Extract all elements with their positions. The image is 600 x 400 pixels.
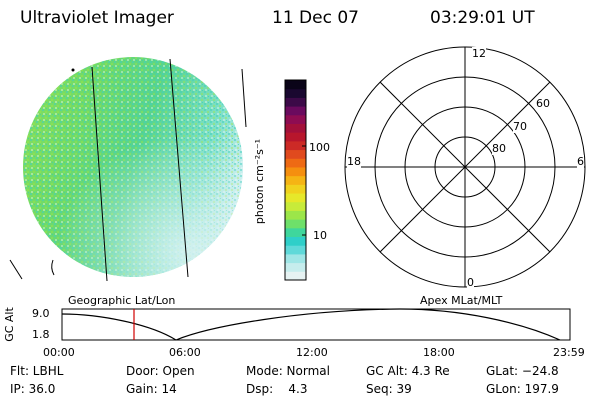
status-glat: GLat: −24.8 [486, 364, 559, 378]
colorbar-band [285, 158, 306, 168]
status-gc-alt: GC Alt: 4.3 Re [366, 364, 450, 378]
xtick-0600: 06:00 [169, 346, 201, 359]
colorbar-band [285, 201, 306, 211]
status-flt: Flt: LBHL [10, 364, 64, 378]
xtick-1200: 12:00 [296, 346, 328, 359]
colorbar-band [285, 271, 306, 281]
colorbar-band [285, 123, 306, 133]
colorbar-band [285, 253, 306, 264]
colorbar-band [285, 140, 306, 151]
date-label: 11 Dec 07 [272, 8, 359, 28]
time-label: 03:29:01 UT [430, 8, 535, 28]
mlat-80-label: 80 [492, 142, 506, 155]
instrument-title: Ultraviolet Imager [20, 8, 174, 28]
altitude-ytick-top: 9.0 [32, 307, 50, 320]
colorbar-tick-100: 100 [309, 141, 330, 154]
xtick-0000: 00:00 [43, 346, 75, 359]
colorbar-tick-10: 10 [313, 229, 327, 242]
colorbar-band [285, 166, 306, 177]
geo-meridian-line [169, 58, 189, 278]
geo-marker-dot [71, 68, 75, 72]
colorbar-band [285, 227, 306, 238]
altitude-ytick-bottom: 1.8 [32, 328, 50, 341]
mlt-0-label: 0 [467, 276, 474, 289]
colorbar-band [285, 149, 306, 159]
colorbar-band [285, 236, 306, 246]
colorbar-band [285, 219, 306, 229]
apex-label: Apex MLat/MLT [420, 294, 503, 307]
geographic-label: Geographic Lat/Lon [68, 294, 176, 307]
status-dsp: Dsp: 4.3 [246, 382, 308, 396]
mlt-12-label: 12 [472, 47, 486, 60]
status-seq: Seq: 39 [366, 382, 412, 396]
colorbar [284, 79, 307, 281]
colorbar-band [285, 132, 306, 142]
status-ip: IP: 36.0 [10, 382, 56, 396]
xtick-1800: 18:00 [423, 346, 455, 359]
colorbar-band [285, 80, 306, 90]
colorbar-band [285, 88, 306, 98]
colorbar-band [285, 114, 306, 124]
polar-grid [344, 46, 586, 288]
status-glon: GLon: 197.9 [486, 382, 559, 396]
xtick-2359: 23:59 [553, 346, 585, 359]
geo-meridian-line [241, 68, 247, 128]
mlt-6-label: 6 [577, 155, 584, 168]
colorbar-band [285, 97, 306, 107]
status-mode: Mode: Normal [246, 364, 330, 378]
mlt-18-label: 18 [347, 155, 361, 168]
geo-meridian-line [9, 259, 23, 280]
colorbar-unit-label: photon cm⁻²s⁻¹ [253, 138, 267, 225]
colorbar-band [285, 210, 306, 220]
colorbar-band [285, 245, 306, 255]
colorbar-band [285, 175, 306, 185]
mlat-70-label: 70 [513, 120, 527, 133]
mlat-60-label: 60 [536, 97, 550, 110]
altitude-plot [61, 308, 571, 341]
colorbar-band [285, 106, 306, 116]
colorbar-band [285, 193, 306, 203]
geo-graticule-fragment [51, 259, 55, 276]
colorbar-band [285, 262, 306, 272]
status-gain: Gain: 14 [126, 382, 177, 396]
colorbar-band [285, 184, 306, 194]
status-door: Door: Open [126, 364, 195, 378]
altitude-curve [61, 308, 561, 341]
uv-earth-image [9, 57, 247, 282]
geo-meridian-line [91, 66, 108, 282]
